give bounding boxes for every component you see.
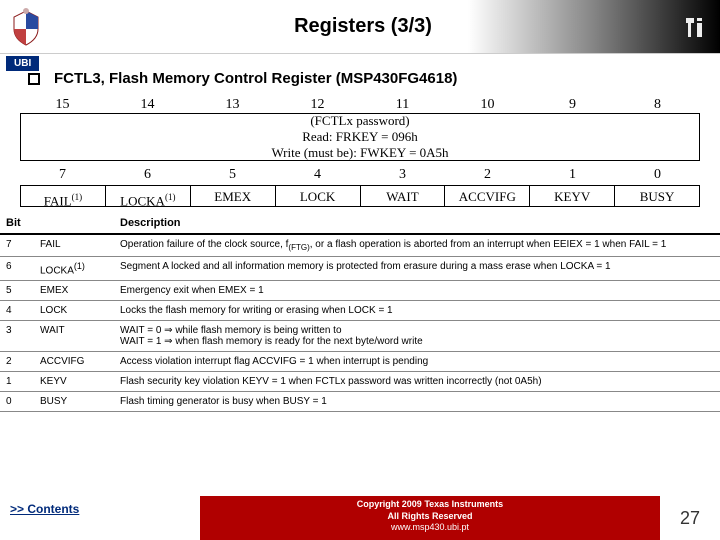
bit-description: WAIT = 0 ⇒ while flash memory is being w… xyxy=(114,321,720,352)
bitnum: 0 xyxy=(615,167,700,183)
lower-fields-row: FAIL(1) LOCKA(1) EMEX LOCK WAIT ACCVIFG … xyxy=(20,185,700,207)
bitnum: 13 xyxy=(190,97,275,113)
ubi-tag: UBI xyxy=(6,56,39,71)
bitnum: 7 xyxy=(20,167,105,183)
field-wait: WAIT xyxy=(361,186,446,206)
page-number: 27 xyxy=(660,496,720,540)
upper-field-span: (FCTLx password) Read: FRKEY = 096h Writ… xyxy=(20,113,700,161)
slide-footer: >> Contents Copyright 2009 Texas Instrum… xyxy=(0,496,720,540)
field-lock: LOCK xyxy=(276,186,361,206)
bit-name: FAIL xyxy=(34,234,114,257)
bit-number: 2 xyxy=(0,352,34,372)
read-key-label: Read: FRKEY = 096h xyxy=(21,129,699,145)
bit-number: 6 xyxy=(0,257,34,281)
field-fail: FAIL(1) xyxy=(21,186,106,206)
bit-description: Access violation interrupt flag ACCVIFG … xyxy=(114,352,720,372)
bitnum: 6 xyxy=(105,167,190,183)
bit-description-table: Bit Description 7FAILOperation failure o… xyxy=(0,213,720,412)
bit-description: Emergency exit when EMEX = 1 xyxy=(114,281,720,301)
bitnum: 12 xyxy=(275,97,360,113)
table-row: 7FAILOperation failure of the clock sour… xyxy=(0,234,720,257)
password-label: (FCTLx password) xyxy=(21,113,699,129)
bit-description: Flash timing generator is busy when BUSY… xyxy=(114,392,720,412)
bit-name: WAIT xyxy=(34,321,114,352)
bit-name: LOCKA(1) xyxy=(34,257,114,281)
subtitle-row: FCTL3, Flash Memory Control Register (MS… xyxy=(0,54,720,91)
field-keyv: KEYV xyxy=(530,186,615,206)
bitnum: 8 xyxy=(615,97,700,113)
register-subtitle: FCTL3, Flash Memory Control Register (MS… xyxy=(54,70,457,87)
bitnum: 1 xyxy=(530,167,615,183)
col-desc: Description xyxy=(114,213,720,234)
bit-description: Segment A locked and all information mem… xyxy=(114,257,720,281)
url-line: www.msp430.ubi.pt xyxy=(200,522,660,534)
contents-link[interactable]: >> Contents xyxy=(0,496,200,540)
field-locka: LOCKA(1) xyxy=(106,186,191,206)
table-row: 3WAITWAIT = 0 ⇒ while flash memory is be… xyxy=(0,321,720,352)
write-key-label: Write (must be): FWKEY = 0A5h xyxy=(21,145,699,161)
ti-logo-icon xyxy=(680,10,714,44)
bitnum: 11 xyxy=(360,97,445,113)
bitnum: 3 xyxy=(360,167,445,183)
table-row: 5EMEXEmergency exit when EMEX = 1 xyxy=(0,281,720,301)
bit-number: 4 xyxy=(0,301,34,321)
bit-number: 7 xyxy=(0,234,34,257)
col-bit: Bit xyxy=(0,213,114,234)
field-emex: EMEX xyxy=(191,186,276,206)
field-accvifg: ACCVIFG xyxy=(445,186,530,206)
table-row: 0BUSYFlash timing generator is busy when… xyxy=(0,392,720,412)
bit-number: 1 xyxy=(0,372,34,392)
rights-line: All Rights Reserved xyxy=(200,511,660,523)
bitnum: 14 xyxy=(105,97,190,113)
bitnum: 15 xyxy=(20,97,105,113)
register-diagram: 15 14 13 12 11 10 9 8 (FCTLx password) R… xyxy=(20,97,700,207)
slide-title: Registers (3/3) xyxy=(46,15,720,38)
table-row: 2ACCVIFGAccess violation interrupt flag … xyxy=(0,352,720,372)
bit-description: Locks the flash memory for writing or er… xyxy=(114,301,720,321)
bit-number: 3 xyxy=(0,321,34,352)
bitnum: 9 xyxy=(530,97,615,113)
bit-name: BUSY xyxy=(34,392,114,412)
bitnum: 4 xyxy=(275,167,360,183)
bit-number: 5 xyxy=(0,281,34,301)
bullet-square-icon xyxy=(28,73,40,85)
slide-header: Registers (3/3) xyxy=(0,0,720,54)
bit-number: 0 xyxy=(0,392,34,412)
bit-name: ACCVIFG xyxy=(34,352,114,372)
table-row: 6LOCKA(1)Segment A locked and all inform… xyxy=(0,257,720,281)
bit-name: KEYV xyxy=(34,372,114,392)
table-row: 4LOCKLocks the flash memory for writing … xyxy=(0,301,720,321)
upper-bit-numbers: 15 14 13 12 11 10 9 8 xyxy=(20,97,700,113)
bitnum: 5 xyxy=(190,167,275,183)
ubi-crest-logo xyxy=(6,7,46,47)
bit-description: Operation failure of the clock source, f… xyxy=(114,234,720,257)
bitnum: 10 xyxy=(445,97,530,113)
bitnum: 2 xyxy=(445,167,530,183)
copyright-line: Copyright 2009 Texas Instruments xyxy=(200,499,660,511)
copyright-block: Copyright 2009 Texas Instruments All Rig… xyxy=(200,496,660,540)
bit-name: EMEX xyxy=(34,281,114,301)
table-row: 1KEYVFlash security key violation KEYV =… xyxy=(0,372,720,392)
bit-description: Flash security key violation KEYV = 1 wh… xyxy=(114,372,720,392)
field-busy: BUSY xyxy=(615,186,699,206)
lower-bit-numbers: 7 6 5 4 3 2 1 0 xyxy=(20,167,700,183)
bit-name: LOCK xyxy=(34,301,114,321)
